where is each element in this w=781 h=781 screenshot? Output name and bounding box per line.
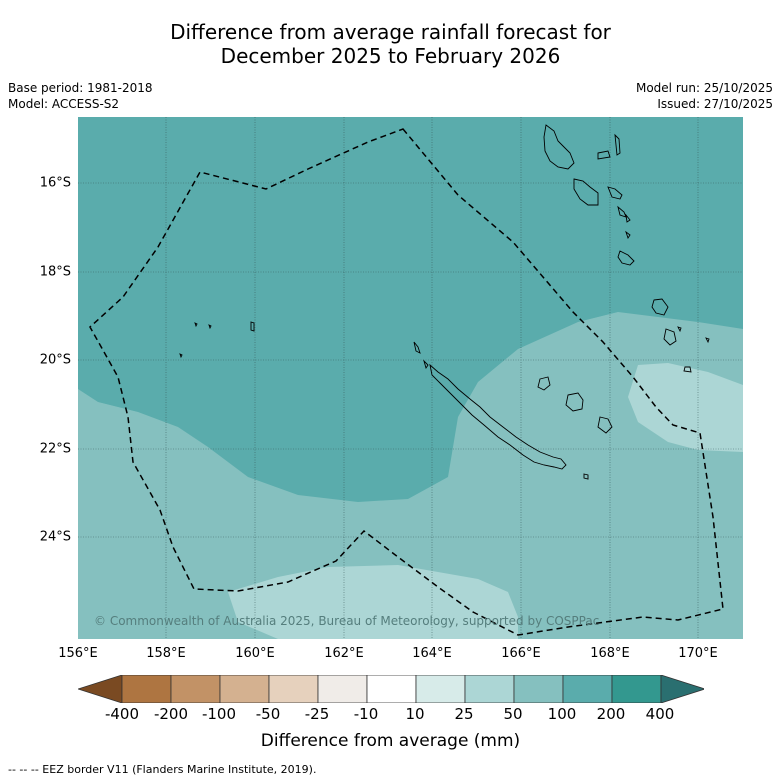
cbar-label: 100 [547, 705, 577, 723]
rainfall-map [78, 117, 743, 639]
lat-label-18s: 18°S [39, 264, 71, 280]
copyright-notice: © Commonwealth of Australia 2025, Bureau… [94, 614, 600, 628]
colorbar [78, 675, 704, 703]
cbar-swatch [121, 675, 172, 703]
cbar-label: 50 [503, 705, 523, 723]
meta-right: Model run: 25/10/2025 Issued: 27/10/2025 [636, 80, 773, 112]
cbar-label: -200 [153, 705, 189, 723]
cbar-swatch [170, 675, 221, 703]
cbar-swatch [513, 675, 564, 703]
eez-footnote: -- -- -- EEZ border V11 (Flanders Marine… [8, 763, 317, 776]
cbar-label: -50 [255, 705, 281, 723]
cbar-swatch [366, 675, 417, 703]
cbar-label: -10 [353, 705, 379, 723]
cbar-label: 400 [645, 705, 675, 723]
cbar-label: -25 [304, 705, 330, 723]
cbar-swatch [611, 675, 662, 703]
band-25-50-south [228, 565, 518, 639]
chart-title: Difference from average rainfall forecas… [0, 20, 781, 68]
lat-label-24s: 24°S [39, 529, 71, 545]
cbar-swatch [219, 675, 270, 703]
vanuatu [543, 124, 575, 170]
cbar-swatch [415, 675, 466, 703]
band-25-50-east [628, 363, 743, 452]
islands [179, 124, 710, 480]
colorbar-title: Difference from average (mm) [260, 731, 521, 751]
cbar-label: -100 [201, 705, 237, 723]
lat-label-22s: 22°S [39, 441, 71, 457]
cbar-extend-low [78, 675, 123, 703]
cbar-label: -400 [104, 705, 140, 723]
lon-label-170e: 170°E [678, 646, 718, 661]
lon-label-166e: 166°E [501, 646, 541, 661]
lon-label-162e: 162°E [324, 646, 364, 661]
lat-label-20s: 20°S [39, 352, 71, 368]
cbar-swatch [317, 675, 368, 703]
loyalty-islands [537, 376, 551, 391]
base-period: Base period: 1981-2018 [8, 81, 153, 95]
lon-label-158e: 158°E [146, 646, 186, 661]
band-50-100-south [78, 312, 743, 639]
cbar-label: 10 [405, 705, 425, 723]
cbar-label: 25 [454, 705, 474, 723]
cbar-extend-high [660, 675, 704, 703]
model-run: Model run: 25/10/2025 [635, 81, 773, 95]
lon-label-164e: 164°E [412, 646, 452, 661]
meta-left: Base period: 1981-2018 Model: ACCESS-S2 [8, 80, 153, 112]
cbar-swatch [562, 675, 613, 703]
cbar-swatch [464, 675, 515, 703]
lon-label-156e: 156°E [58, 646, 98, 661]
model-name: Model: ACCESS-S2 [8, 97, 120, 111]
cbar-swatch [268, 675, 319, 703]
lon-label-160e: 160°E [235, 646, 275, 661]
title-line-1: Difference from average rainfall forecas… [170, 20, 611, 44]
lat-label-16s: 16°S [39, 175, 71, 191]
issued-date: Issued: 27/10/2025 [657, 97, 773, 111]
new-caledonia-mainland [429, 363, 567, 470]
cbar-label: 200 [596, 705, 626, 723]
lon-label-168e: 168°E [590, 646, 630, 661]
title-line-2: December 2025 to February 2026 [220, 44, 561, 68]
